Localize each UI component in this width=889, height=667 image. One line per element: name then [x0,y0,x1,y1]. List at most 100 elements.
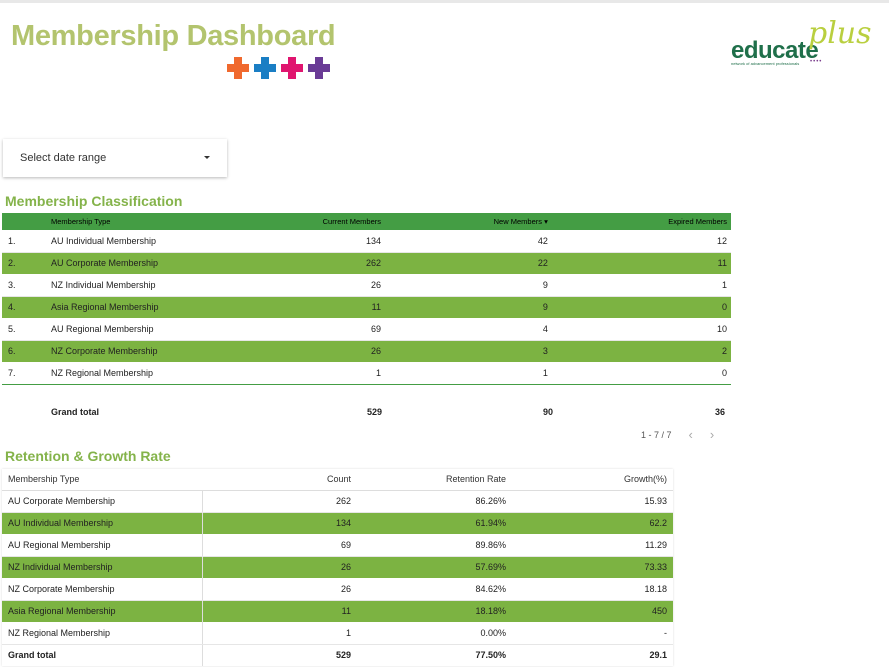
educate-plus-logo: educate plus network of advancement prof… [728,16,872,76]
row-index: 1. [2,230,47,253]
row-count: 262 [202,490,357,513]
row-growth: 73.33 [512,556,673,578]
plus-icon-purple [308,57,330,79]
retention-title: Retention & Growth Rate [5,448,171,464]
header-growth[interactable]: Growth(%) [512,469,673,491]
row-expired-members: 2 [551,340,731,362]
row-current-members: 26 [207,340,385,362]
table-header-row: Membership Type Count Retention Rate Gro… [2,469,673,491]
row-count: 1 [202,622,357,645]
row-membership-type: AU Individual Membership [2,512,203,534]
table-row: 6. NZ Corporate Membership 26 3 2 [2,340,731,362]
row-new-members: 42 [385,230,552,253]
header-expired-members[interactable]: Expired Members [551,213,731,230]
table-row: 1. AU Individual Membership 134 42 12 [2,230,731,253]
row-membership-type: Asia Regional Membership [2,600,203,622]
row-membership-type: NZ Regional Membership [47,362,207,385]
retention-grand-total: Grand total 529 77.50% 29.1 [2,643,673,666]
row-count: 26 [202,556,357,578]
row-new-members: 1 [385,362,552,385]
classification-title: Membership Classification [5,193,183,209]
row-current-members: 26 [207,274,385,297]
table-row: Asia Regional Membership 11 18.18% 450 [2,600,673,622]
header-membership-type[interactable]: Membership Type [2,469,202,491]
row-new-members: 9 [385,274,552,297]
row-membership-type: AU Individual Membership [47,230,207,253]
row-membership-type: NZ Individual Membership [2,556,203,578]
row-expired-members: 0 [551,362,731,385]
grand-total-current: 529 [366,407,382,417]
classification-grand-total: Grand total 529 90 36 [2,400,731,422]
row-membership-type: NZ Corporate Membership [2,578,203,601]
header-current-members[interactable]: Current Members [207,213,385,230]
table-header-row: Membership Type Current Members New Memb… [2,213,731,230]
row-membership-type: AU Regional Membership [47,318,207,341]
pagination: 1 - 7 / 7 ‹ › [641,428,714,441]
row-new-members: 22 [385,252,552,274]
page-title: Membership Dashboard [11,20,336,52]
row-count: 134 [202,512,357,534]
row-new-members: 3 [385,340,552,362]
row-current-members: 134 [207,230,385,253]
row-index: 3. [2,274,47,297]
table-row: NZ Individual Membership 26 57.69% 73.33 [2,556,673,578]
grand-total-retention: 77.50% [357,643,512,666]
row-membership-type: NZ Individual Membership [47,274,207,297]
date-range-label: Select date range [20,152,107,164]
logo-tagline: network of advancement professionals [731,61,800,66]
row-membership-type: Asia Regional Membership [47,296,207,318]
table-row: 2. AU Corporate Membership 262 22 11 [2,252,731,274]
row-index: 6. [2,340,47,362]
row-expired-members: 10 [551,318,731,341]
grand-total-label: Grand total [51,407,100,417]
logo-dots: •••• [810,59,823,65]
table-row: NZ Corporate Membership 26 84.62% 18.18 [2,578,673,601]
row-count: 26 [202,578,357,601]
row-current-members: 1 [207,362,385,385]
plus-icon-blue [254,57,276,79]
plus-icon-orange [227,57,249,79]
row-membership-type: AU Corporate Membership [2,490,203,513]
row-growth: 450 [512,600,673,622]
header-count[interactable]: Count [202,469,357,491]
chevron-right-icon[interactable]: › [709,427,715,442]
row-expired-members: 11 [551,252,731,274]
header-retention-rate[interactable]: Retention Rate [357,469,512,491]
row-retention-rate: 0.00% [357,622,512,645]
table-row: 7. NZ Regional Membership 1 1 0 [2,362,731,385]
table-row: AU Corporate Membership 262 86.26% 15.93 [2,490,673,513]
row-expired-members: 0 [551,296,731,318]
grand-total-new: 90 [542,407,553,417]
row-growth: 15.93 [512,490,673,513]
row-membership-type: AU Corporate Membership [47,252,207,274]
row-index: 7. [2,362,47,385]
row-index: 4. [2,296,47,318]
row-count: 11 [202,600,357,622]
header-new-members[interactable]: New Members ▾ [385,213,552,230]
logo-accent: plus [808,16,872,51]
row-index: 2. [2,252,47,274]
row-retention-rate: 57.69% [357,556,512,578]
row-retention-rate: 86.26% [357,490,512,513]
header-membership-type[interactable]: Membership Type [47,213,207,230]
top-border [0,0,889,3]
table-row: AU Individual Membership 134 61.94% 62.2 [2,512,673,534]
row-count: 69 [202,534,357,557]
row-new-members: 4 [385,318,552,341]
row-growth: 18.18 [512,578,673,601]
row-membership-type: NZ Regional Membership [2,622,203,645]
row-growth: 62.2 [512,512,673,534]
brand-crosses [227,57,330,79]
row-growth: - [512,622,673,645]
row-retention-rate: 61.94% [357,512,512,534]
row-current-members: 69 [207,318,385,341]
row-expired-members: 12 [551,230,731,253]
grand-total-count: 529 [202,643,357,666]
row-retention-rate: 84.62% [357,578,512,601]
row-retention-rate: 18.18% [357,600,512,622]
row-membership-type: NZ Corporate Membership [47,340,207,362]
date-range-dropdown[interactable]: Select date range [3,139,227,177]
row-retention-rate: 89.86% [357,534,512,557]
chevron-left-icon[interactable]: ‹ [688,427,693,442]
table-row: 5. AU Regional Membership 69 4 10 [2,318,731,341]
